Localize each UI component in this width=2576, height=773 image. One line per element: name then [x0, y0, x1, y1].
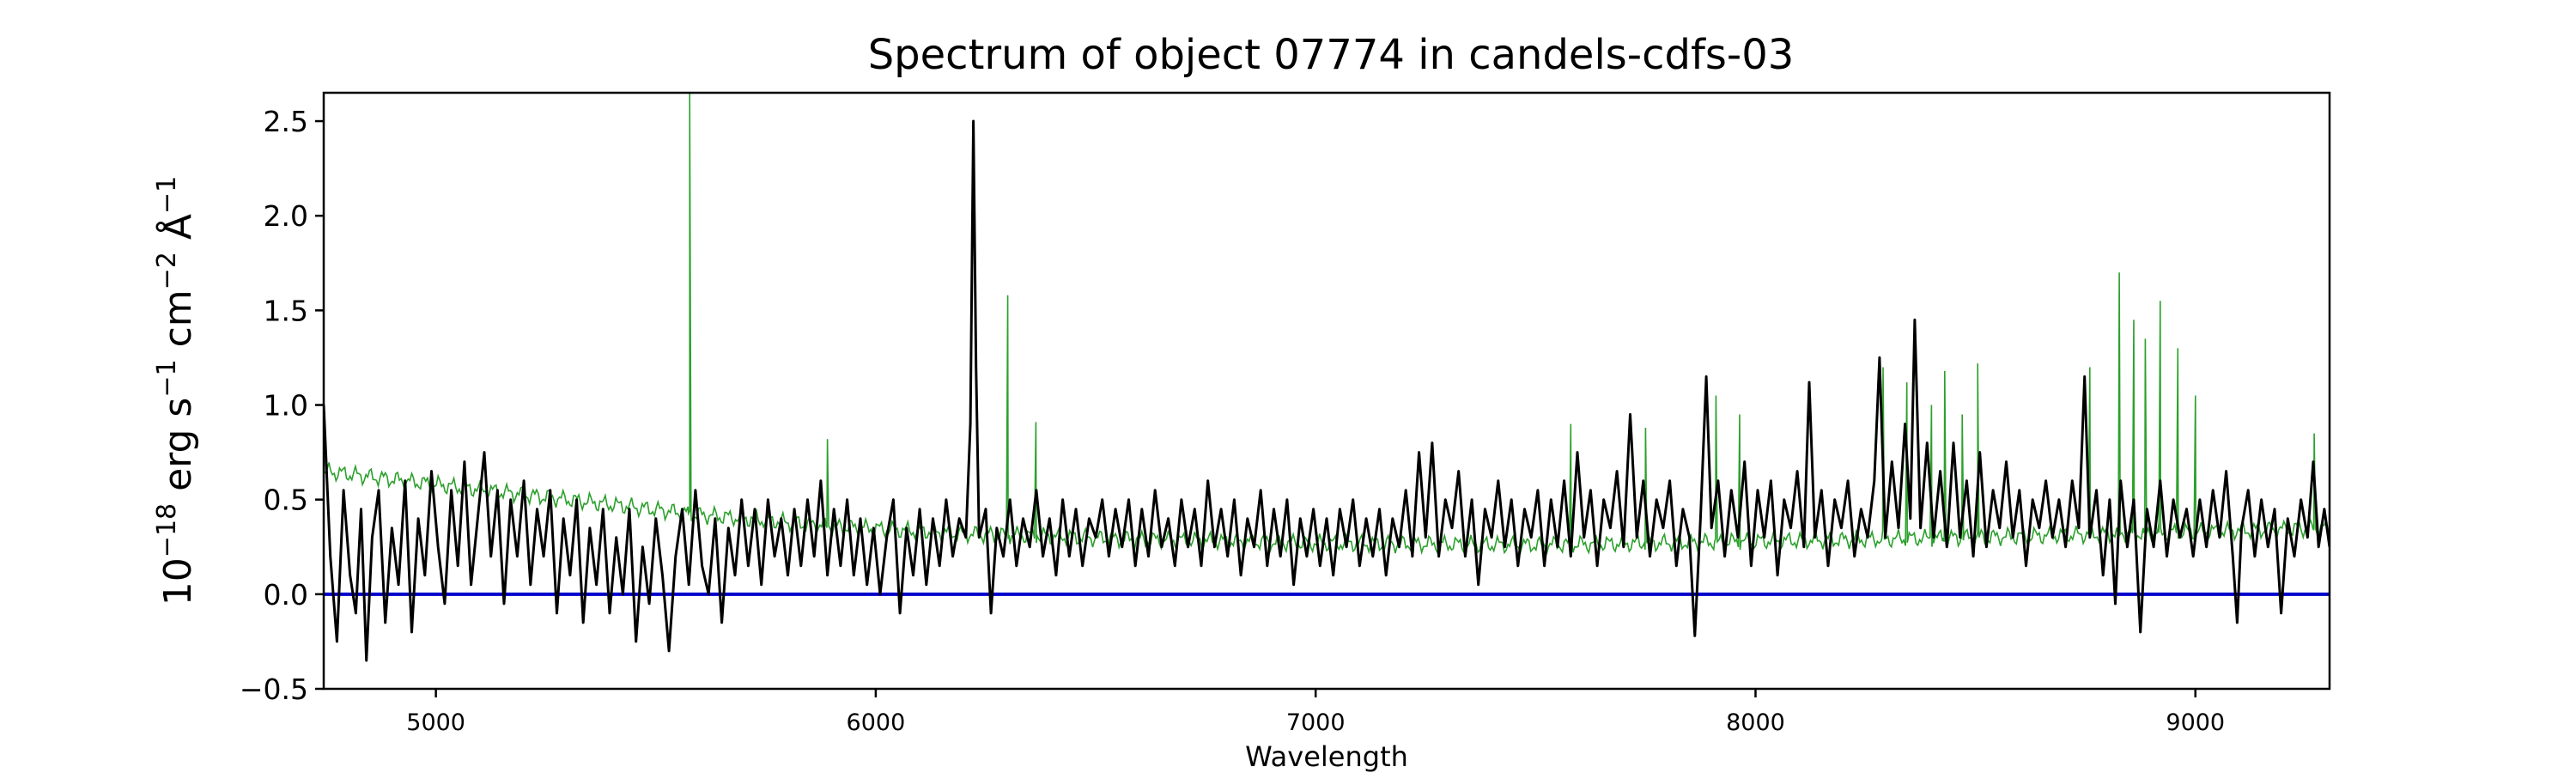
x-tick-label: 5000: [406, 709, 465, 736]
plot-frame: [322, 91, 2331, 691]
x-tick-label: 6000: [847, 709, 906, 736]
plot-area: [322, 91, 2331, 691]
y-tick-label: 2.0: [264, 199, 308, 233]
y-tick-label: 1.0: [264, 389, 308, 423]
plot-background: [324, 93, 2330, 689]
x-axis-label: Wavelength: [1245, 740, 1408, 773]
y-axis: −0.5 0.0 0.5 1.0 1.5 2.0 2.5: [240, 105, 324, 706]
y-axis-label: 10−18 erg s−1 cm−2 Å−1: [152, 176, 200, 606]
y-tick-label: −0.5: [240, 673, 308, 706]
x-tick-label: 9000: [2166, 709, 2225, 736]
x-tick-label: 8000: [1726, 709, 1785, 736]
flux-spectrum-line: [324, 119, 2330, 662]
y-tick-label: 2.5: [264, 105, 308, 138]
x-tick-label: 7000: [1286, 709, 1346, 736]
y-tick-label: 0.5: [264, 484, 308, 517]
chart-title: Spectrum of object 07774 in candels-cdfs…: [868, 31, 1795, 79]
x-axis: 5000 6000 7000 8000 9000: [406, 689, 2225, 736]
y-tick-label: 1.5: [264, 294, 308, 327]
y-tick-label: 0.0: [264, 578, 308, 612]
series-layer: [324, 93, 2330, 662]
